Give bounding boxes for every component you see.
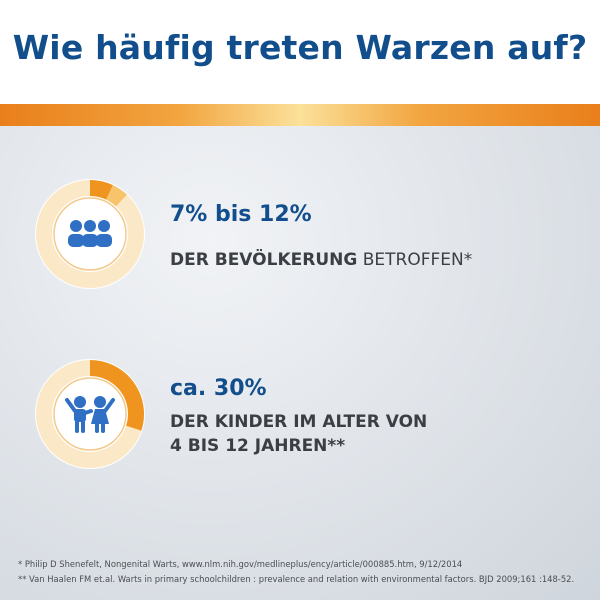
stat-value: 7% bis 12% xyxy=(170,202,312,227)
stat-value: ca. 30% xyxy=(170,376,267,401)
percent-ring-children xyxy=(34,358,146,470)
ring-chart xyxy=(35,359,145,469)
stat-population: 7% bis 12% DER BEVÖLKERUNG BETROFFEN* xyxy=(0,178,600,308)
stat-description-bold: DER BEVÖLKERUNG xyxy=(170,250,358,270)
header-stripe xyxy=(0,104,600,126)
stat-children: ca. 30% DER KINDER IM ALTER VON 4 BIS 12… xyxy=(0,358,600,488)
ring-chart xyxy=(35,179,145,289)
page-title: Wie häufig treten Warzen auf? xyxy=(12,28,588,67)
ring-arc xyxy=(89,180,113,200)
stat-description-rest: BETROFFEN* xyxy=(357,250,473,270)
percent-ring-population xyxy=(34,178,146,290)
children-icon xyxy=(65,396,115,433)
footnote-2: ** Van Haalen FM et.al. Warts in primary… xyxy=(18,574,575,584)
ring-arc xyxy=(89,360,144,431)
header: Wie häufig treten Warzen auf? xyxy=(0,0,600,104)
people-group-icon xyxy=(68,220,112,247)
stat-description-line2: 4 BIS 12 JAHREN** xyxy=(170,436,346,456)
footnotes: * Philip D Shenefelt, Nongenital Warts, … xyxy=(18,557,588,587)
footnote-1: * Philip D Shenefelt, Nongenital Warts, … xyxy=(18,559,463,569)
stat-description-line1: DER KINDER IM ALTER VON xyxy=(170,412,428,432)
ring-arc-secondary xyxy=(105,185,127,207)
stat-description: DER KINDER IM ALTER VON 4 BIS 12 JAHREN*… xyxy=(170,410,427,458)
stat-description: DER BEVÖLKERUNG BETROFFEN* xyxy=(170,248,472,272)
